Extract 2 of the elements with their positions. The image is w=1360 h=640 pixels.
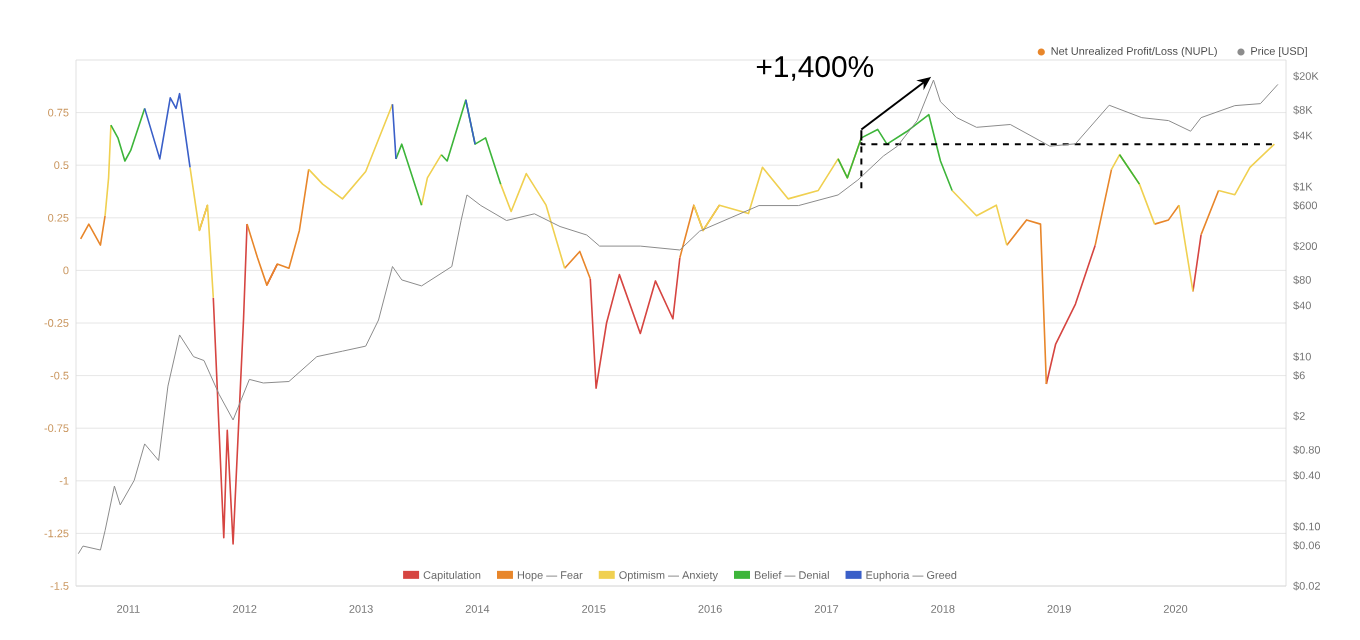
annotation: +1,400% — [756, 56, 874, 81]
line-series — [77, 79, 1279, 555]
